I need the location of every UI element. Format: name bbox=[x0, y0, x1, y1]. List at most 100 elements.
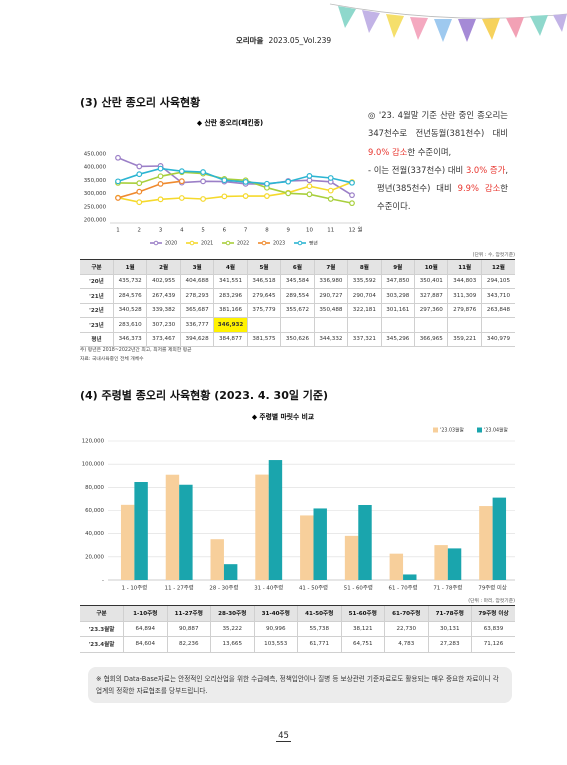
point bbox=[327, 187, 334, 194]
header-cell: 79주령 이상 bbox=[471, 605, 515, 622]
bar bbox=[344, 535, 359, 580]
point bbox=[157, 180, 164, 187]
cell bbox=[313, 317, 348, 333]
point bbox=[200, 169, 206, 175]
x-tick-label: 28 - 30주령 bbox=[209, 584, 238, 592]
cell: 4,783 bbox=[384, 636, 428, 653]
point bbox=[306, 173, 313, 179]
y-tick-label: 40,000 bbox=[85, 531, 104, 537]
cell: 38,121 bbox=[340, 621, 385, 637]
notes: 주) 평년은 2018~2022년간 최고, 최저를 제외한 평균 자료: 국내… bbox=[80, 346, 192, 364]
header-cell: 51-60주령 bbox=[340, 605, 385, 622]
cell: 373,467 bbox=[146, 332, 181, 347]
bar bbox=[300, 515, 314, 580]
cell: 346,518 bbox=[246, 274, 281, 289]
cell: 344,803 bbox=[447, 274, 482, 289]
legend-label: 2021 bbox=[201, 241, 213, 247]
section-title: (3) 산란 종오리 사육현황 bbox=[80, 96, 201, 109]
bar bbox=[479, 506, 493, 580]
cell: 55,738 bbox=[297, 621, 341, 637]
table-row: '20년 435,732 402,955 404,688 341,551 346,518 3… bbox=[80, 274, 515, 289]
cell: 381,575 bbox=[246, 332, 281, 347]
cell: 63,839 bbox=[471, 621, 515, 637]
legend-swatch bbox=[433, 427, 438, 433]
cell: 337,321 bbox=[347, 332, 382, 347]
point bbox=[178, 168, 185, 175]
unit-note: (단위 : 마리, 암컷기준) bbox=[468, 599, 515, 604]
table-row: '22년 340,528 339,382 365,687 381,166 375,779 3… bbox=[80, 303, 515, 318]
point bbox=[221, 193, 228, 200]
chart-title: ◆ 산란 종오리(패킨종) bbox=[197, 118, 263, 127]
chart-title: ◆ 주령별 마릿수 비교 bbox=[252, 412, 315, 421]
y-tick-label: 100,000 bbox=[82, 462, 105, 468]
cell bbox=[447, 317, 482, 333]
paragraph: ◎ '23. 4월말 기준 산란 중인 종오리는 347천수로 전년동월(381… bbox=[368, 106, 508, 161]
point bbox=[115, 195, 121, 201]
header-cell: 구분 bbox=[80, 259, 114, 275]
table-row: '23.3월말 64,894 90,887 35,222 90,996 55,738 38,… bbox=[80, 621, 515, 637]
cell: 341,551 bbox=[213, 274, 248, 289]
cell: 327,887 bbox=[414, 288, 448, 304]
point bbox=[306, 183, 313, 190]
point bbox=[136, 171, 143, 178]
cell: 301,161 bbox=[380, 303, 415, 318]
cell: 359,221 bbox=[447, 332, 482, 347]
cell: 64,894 bbox=[123, 621, 167, 637]
table-age-distribution: 구분 1-10주령 11-27주령 28-30주령 31-40주령 41-50주령 51-6… bbox=[80, 605, 515, 653]
magazine-name: 오리마을 bbox=[235, 36, 264, 45]
text-run: - 이는 전월(337천수) 대비 bbox=[368, 164, 466, 175]
cell: 289,554 bbox=[280, 288, 315, 304]
header-cell: 9월 bbox=[380, 259, 415, 275]
point bbox=[349, 179, 355, 186]
header-row: 구분 1월 2월 3월 4월 5월 6월 7월 8월 9월 10월 11월 12월 bbox=[80, 259, 515, 275]
cell: 365,687 bbox=[179, 303, 214, 318]
legend-swatch bbox=[477, 427, 482, 433]
cell: 290,704 bbox=[347, 288, 382, 304]
x-axis-label: 월 bbox=[358, 226, 363, 234]
cell bbox=[414, 317, 448, 333]
bar bbox=[447, 548, 462, 580]
header-cell: 41-50주령 bbox=[297, 605, 341, 622]
point bbox=[136, 163, 143, 170]
cell: 13,665 bbox=[210, 636, 254, 653]
legend-marker bbox=[297, 240, 303, 246]
text-run: , 평년(385천수) 대비 bbox=[377, 164, 508, 194]
y-tick-label: 250,000 bbox=[84, 204, 107, 210]
cell: 64,751 bbox=[340, 636, 385, 653]
cell: 267,439 bbox=[146, 288, 181, 304]
cell: 339,382 bbox=[146, 303, 181, 318]
bar bbox=[313, 508, 327, 580]
paragraph: - 이는 전월(337천수) 대비 3.0% 증가, 평년(385천수) 대비 … bbox=[368, 161, 508, 216]
table-breeding-ducks: 구분 1월 2월 3월 4월 5월 6월 7월 8월 9월 10월 11월 12월 '20년 435,732… bbox=[80, 259, 515, 347]
cell: 82,236 bbox=[166, 636, 211, 653]
cell: 355,672 bbox=[280, 303, 315, 318]
cell: 294,105 bbox=[480, 274, 515, 289]
legend-label: 2020 bbox=[165, 241, 177, 247]
cell: 30,131 bbox=[427, 621, 472, 637]
cell: 278,293 bbox=[179, 288, 214, 304]
table-row: 평년 346,373 373,467 394,628 384,877 381,575 350… bbox=[80, 332, 515, 347]
header-cell: 4월 bbox=[213, 259, 248, 275]
cell: 290,727 bbox=[313, 288, 348, 304]
point bbox=[264, 180, 270, 187]
cell: 22,730 bbox=[384, 621, 428, 637]
text-run: ◎ '23. 4월말 기준 산란 중인 종오리는 347천수로 전년동월(381… bbox=[368, 110, 508, 139]
header-cell: 1-10주령 bbox=[123, 605, 167, 622]
x-tick-label: 10 bbox=[306, 228, 313, 234]
table-row: '23.4월말 84,604 82,236 13,665 103,553 61,771 64… bbox=[80, 636, 515, 653]
cell: 27,283 bbox=[427, 636, 472, 653]
cell: 375,779 bbox=[246, 303, 281, 318]
bar bbox=[223, 564, 238, 580]
cell: 283,296 bbox=[213, 288, 248, 304]
row-label: '23.3월말 bbox=[80, 621, 124, 637]
point bbox=[157, 173, 164, 180]
row-label: '23.4월말 bbox=[80, 636, 124, 653]
text-run: 3.0% 증가 bbox=[465, 164, 506, 175]
note: 주) 평년은 2018~2022년간 최고, 최저를 제외한 평균 bbox=[80, 348, 192, 353]
cell: 311,309 bbox=[447, 288, 482, 304]
cell: 350,401 bbox=[414, 274, 448, 289]
bar bbox=[358, 504, 372, 580]
y-tick-label: 350,000 bbox=[84, 178, 107, 184]
legend-label: '23.04월말 bbox=[484, 427, 508, 434]
